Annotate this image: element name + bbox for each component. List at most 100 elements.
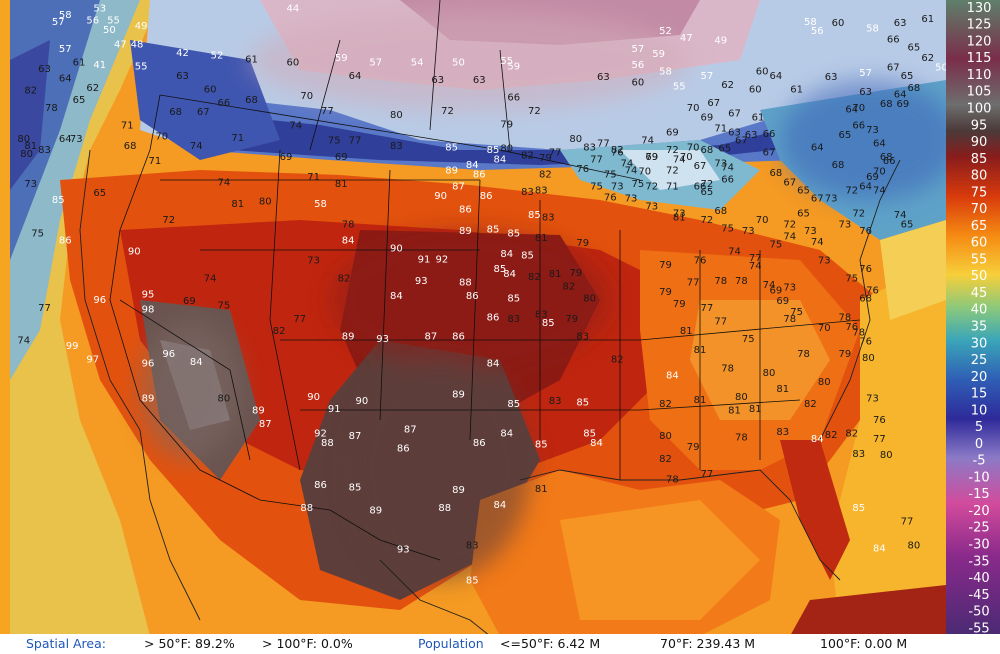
city-temperature-253: 65 [718,144,731,155]
scale-tick-40: 40 [971,303,988,318]
city-temperature-256: 56 [632,60,645,71]
city-temperature-320: 74 [894,210,907,221]
city-temperature-157: 86 [473,438,486,449]
city-temperature-278: 70 [852,103,865,114]
city-temperature-221: 69 [645,152,658,163]
city-temperature-236: 66 [763,129,776,140]
city-temperature-339: 76 [845,322,858,333]
city-temperature-117: 74 [204,273,217,284]
city-temperature-214: 73 [611,182,624,193]
city-temperature-34: 63 [38,64,51,75]
city-temperature-35: 61 [73,57,86,68]
city-temperature-88: 85 [445,142,458,153]
scale-tick-65: 65 [971,219,988,234]
city-temperature-297: 67 [887,63,900,74]
city-temperature-92: 83 [583,142,596,153]
city-temperature-275: 73 [714,159,727,170]
city-temperature-340: 78 [852,327,865,338]
city-temperature-208: 79 [565,314,578,325]
city-temperature-124: 97 [86,354,99,365]
above-100-stat: > 100°F: 0.0% [262,636,353,651]
city-temperature-274: 72 [666,145,679,156]
city-temperature-11: 58 [59,10,72,21]
city-temperature-52: 64 [349,71,362,82]
city-temperature-329: 74 [811,237,824,248]
city-temperature-241: 67 [811,194,824,205]
city-temperature-181: 87 [452,182,465,193]
city-temperature-186: 85 [507,229,520,240]
city-temperature-122: 74 [17,335,30,346]
city-temperature-246: 63 [825,72,838,83]
city-temperature-220: 72 [645,182,658,193]
city-temperature-351: 76 [873,415,886,426]
city-temperature-184: 89 [459,226,472,237]
city-temperature-348: 82 [804,399,817,410]
city-temperature-299: 68 [908,83,921,94]
city-temperature-270: 71 [714,123,727,134]
city-temperature-151: 85 [576,397,589,408]
city-temperature-381: 75 [742,334,755,345]
city-temperature-267: 70 [687,103,700,114]
city-temperature-108: 78 [342,219,355,230]
city-temperature-312: 66 [883,156,896,167]
city-temperature-163: 85 [349,483,362,494]
scale-tick-45: 45 [971,286,988,301]
city-temperature-327: 74 [728,246,741,257]
scale-tick-70: 70 [971,202,988,217]
city-temperature-97: 65 [93,188,106,199]
city-temperature-335: 73 [783,283,796,294]
city-temperature-76: 71 [121,121,134,132]
city-temperature-394: 81 [673,213,686,224]
city-temperature-311: 70 [873,167,886,178]
scale-tick-35: 35 [971,320,988,335]
city-temperature-369: 82 [659,399,672,410]
city-temperature-142: 86 [452,331,465,342]
city-temperature-349: 80 [818,377,831,388]
scale-tick-95: 95 [971,118,988,133]
city-temperature-15: 50 [103,25,116,36]
scale-tick--30: -30 [968,538,989,553]
city-temperature-83: 75 [328,136,341,147]
city-temperature-324: 73 [804,226,817,237]
city-temperature-300: 64 [894,90,907,101]
city-temperature-352: 81 [749,404,762,415]
city-temperature-102: 81 [231,199,244,210]
city-temperature-262: 58 [659,67,672,78]
city-temperature-326: 75 [770,240,783,251]
city-temperature-167: 88 [438,503,451,514]
city-temperature-360: 80 [880,450,893,461]
scale-tick--25: -25 [968,521,989,536]
city-temperature-315: 64 [859,182,872,193]
city-temperature-81: 71 [149,156,162,167]
city-temperature-116: 84 [390,291,403,302]
city-temperature-341: 79 [839,349,852,360]
city-temperature-254: 57 [632,44,645,55]
city-temperature-303: 50 [935,63,948,74]
city-temperature-144: 85 [542,318,555,329]
city-temperature-306: 57 [859,68,872,79]
city-temperature-313: 74 [873,186,886,197]
city-temperature-338: 78 [839,312,852,323]
city-temperature-55: 63 [597,72,610,83]
city-temperature-386: 70 [756,215,769,226]
city-temperature-188: 83 [521,187,534,198]
city-temperature-337: 70 [818,323,831,334]
scale-tick--20: -20 [968,504,989,519]
city-temperature-332: 75 [845,273,858,284]
city-temperature-36: 41 [93,60,106,71]
city-temperature-277: 66 [694,182,707,193]
city-temperature-176: 77 [549,148,562,159]
scale-tick--15: -15 [968,487,989,502]
city-temperature-109: 84 [342,235,355,246]
city-temperature-301: 68 [880,99,893,110]
city-temperature-62: 70 [300,91,313,102]
city-temperature-139: 89 [342,331,355,342]
city-temperature-372: 82 [659,454,672,465]
city-temperature-382: 78 [735,276,748,287]
city-temperature-252: 63 [728,128,741,139]
city-temperature-336: 75 [790,307,803,318]
city-temperature-343: 80 [862,353,875,364]
city-temperature-115: 93 [415,276,428,287]
city-temperature-86: 69 [335,152,348,163]
